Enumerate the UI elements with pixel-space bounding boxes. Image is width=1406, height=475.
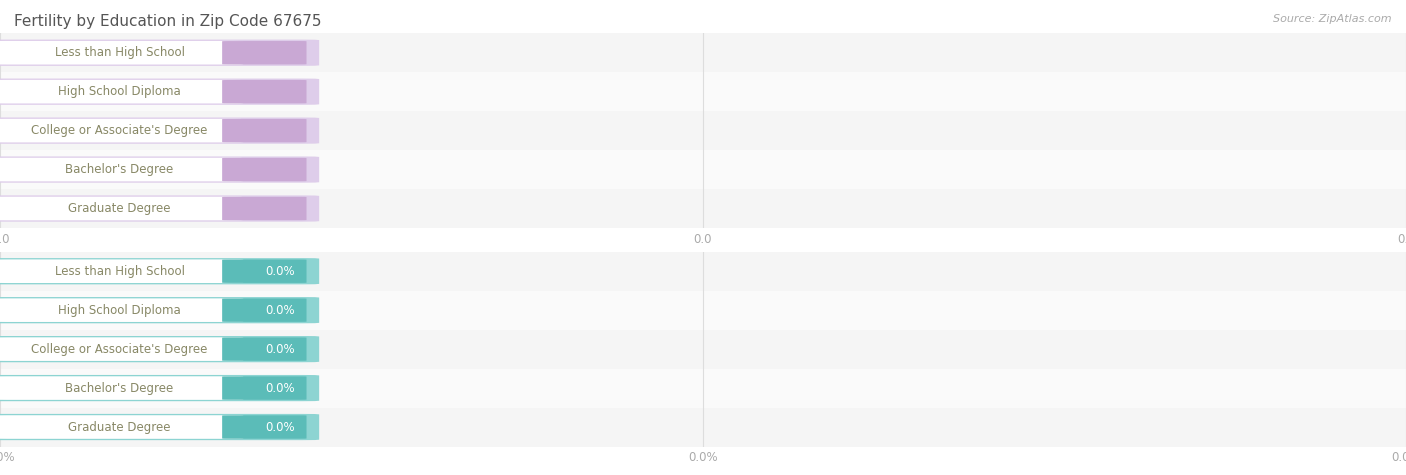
Text: Less than High School: Less than High School xyxy=(55,46,184,59)
FancyBboxPatch shape xyxy=(0,337,243,361)
FancyBboxPatch shape xyxy=(0,117,319,144)
FancyBboxPatch shape xyxy=(0,375,319,401)
Bar xyxy=(0,369,1406,408)
Text: 0.0: 0.0 xyxy=(277,163,295,176)
Text: Less than High School: Less than High School xyxy=(55,265,184,278)
Text: College or Associate's Degree: College or Associate's Degree xyxy=(31,342,208,356)
FancyBboxPatch shape xyxy=(0,415,243,439)
FancyBboxPatch shape xyxy=(0,195,319,222)
FancyBboxPatch shape xyxy=(0,376,243,400)
FancyBboxPatch shape xyxy=(0,298,243,322)
FancyBboxPatch shape xyxy=(0,414,319,440)
Text: Source: ZipAtlas.com: Source: ZipAtlas.com xyxy=(1274,14,1392,24)
FancyBboxPatch shape xyxy=(0,80,243,104)
FancyBboxPatch shape xyxy=(222,337,307,361)
Text: 0.0%: 0.0% xyxy=(266,342,295,356)
FancyBboxPatch shape xyxy=(0,197,243,220)
FancyBboxPatch shape xyxy=(222,119,307,142)
Text: Bachelor's Degree: Bachelor's Degree xyxy=(66,163,173,176)
FancyBboxPatch shape xyxy=(222,197,307,220)
Text: 0.0: 0.0 xyxy=(277,202,295,215)
FancyBboxPatch shape xyxy=(222,259,307,283)
Text: 0.0: 0.0 xyxy=(277,85,295,98)
FancyBboxPatch shape xyxy=(0,78,319,105)
FancyBboxPatch shape xyxy=(222,376,307,400)
Bar xyxy=(0,252,1406,291)
FancyBboxPatch shape xyxy=(0,158,243,181)
Bar xyxy=(0,150,1406,189)
FancyBboxPatch shape xyxy=(0,39,319,66)
Text: 0.0: 0.0 xyxy=(277,46,295,59)
Bar xyxy=(0,111,1406,150)
FancyBboxPatch shape xyxy=(0,156,319,183)
FancyBboxPatch shape xyxy=(0,119,243,142)
Text: 0.0%: 0.0% xyxy=(266,304,295,317)
Bar xyxy=(0,408,1406,446)
Text: High School Diploma: High School Diploma xyxy=(58,304,181,317)
FancyBboxPatch shape xyxy=(222,41,307,65)
Text: Graduate Degree: Graduate Degree xyxy=(69,202,170,215)
Text: 0.0%: 0.0% xyxy=(266,381,295,395)
FancyBboxPatch shape xyxy=(222,298,307,322)
Bar xyxy=(0,330,1406,369)
Text: College or Associate's Degree: College or Associate's Degree xyxy=(31,124,208,137)
Bar xyxy=(0,189,1406,228)
FancyBboxPatch shape xyxy=(222,80,307,104)
FancyBboxPatch shape xyxy=(222,415,307,439)
Text: 0.0%: 0.0% xyxy=(266,420,295,434)
Bar xyxy=(0,72,1406,111)
FancyBboxPatch shape xyxy=(0,259,243,283)
FancyBboxPatch shape xyxy=(0,336,319,362)
FancyBboxPatch shape xyxy=(222,158,307,181)
FancyBboxPatch shape xyxy=(0,258,319,285)
Text: 0.0: 0.0 xyxy=(277,124,295,137)
Text: Graduate Degree: Graduate Degree xyxy=(69,420,170,434)
FancyBboxPatch shape xyxy=(0,297,319,323)
Text: Fertility by Education in Zip Code 67675: Fertility by Education in Zip Code 67675 xyxy=(14,14,322,29)
Text: 0.0%: 0.0% xyxy=(266,265,295,278)
Bar xyxy=(0,33,1406,72)
Bar xyxy=(0,291,1406,330)
FancyBboxPatch shape xyxy=(0,41,243,65)
Text: Bachelor's Degree: Bachelor's Degree xyxy=(66,381,173,395)
Text: High School Diploma: High School Diploma xyxy=(58,85,181,98)
